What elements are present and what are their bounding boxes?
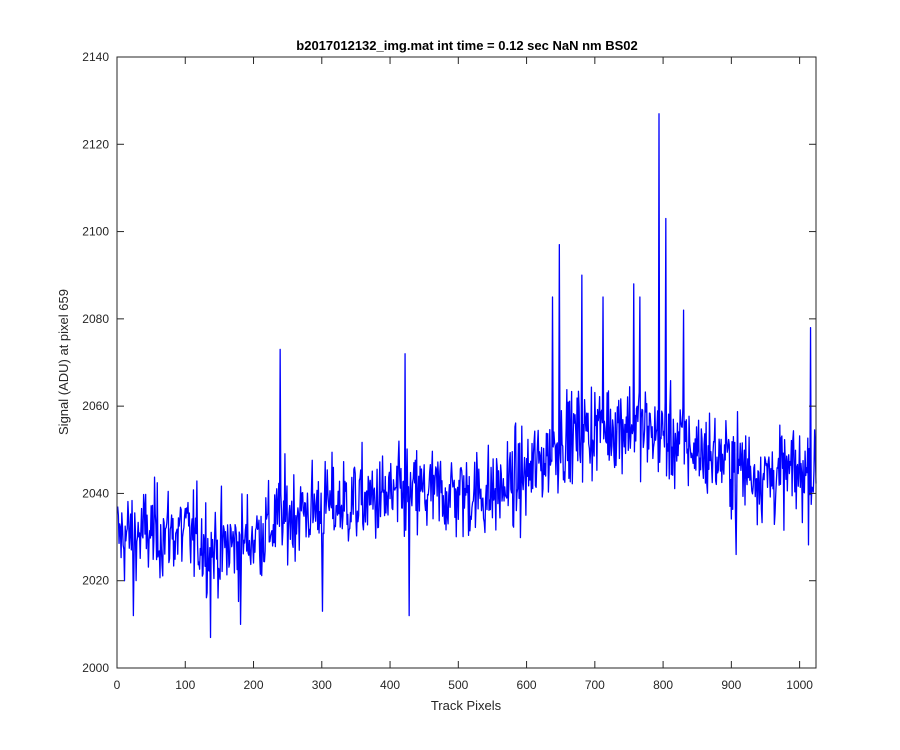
y-axis-label: Signal (ADU) at pixel 659 <box>56 289 71 435</box>
axes-layer: 0 100 200 300 400 500 600 700 800 900 1000 2000 2020… <box>82 50 817 692</box>
x-tick-label: 800 <box>653 678 673 692</box>
x-tick-label: 100 <box>175 678 195 692</box>
x-tick-label: 300 <box>312 678 332 692</box>
series-line <box>117 113 817 639</box>
x-tick-label: 1000 <box>786 678 813 692</box>
y-tick-label: 2120 <box>82 137 109 151</box>
plot-area <box>117 57 816 668</box>
y-tick-label: 2000 <box>82 661 109 675</box>
series-layer <box>117 113 817 639</box>
y-tick-label: 2140 <box>82 50 109 64</box>
x-tick-label: 0 <box>114 678 121 692</box>
x-tick-label: 900 <box>721 678 741 692</box>
chart-title: b2017012132_img.mat int time = 0.12 sec … <box>296 38 637 53</box>
y-tick-label: 2100 <box>82 225 109 239</box>
axes-box <box>116 56 817 669</box>
x-tick-label: 200 <box>244 678 264 692</box>
y-tick-label: 2060 <box>82 399 109 413</box>
y-tick-label: 2040 <box>82 486 109 500</box>
x-tick-label: 700 <box>585 678 605 692</box>
x-tick-label: 400 <box>380 678 400 692</box>
x-tick-label: 500 <box>448 678 468 692</box>
x-axis-label: Track Pixels <box>431 698 502 713</box>
x-tick-label: 600 <box>517 678 537 692</box>
y-tick-label: 2080 <box>82 312 109 326</box>
y-tick-label: 2020 <box>82 574 109 588</box>
